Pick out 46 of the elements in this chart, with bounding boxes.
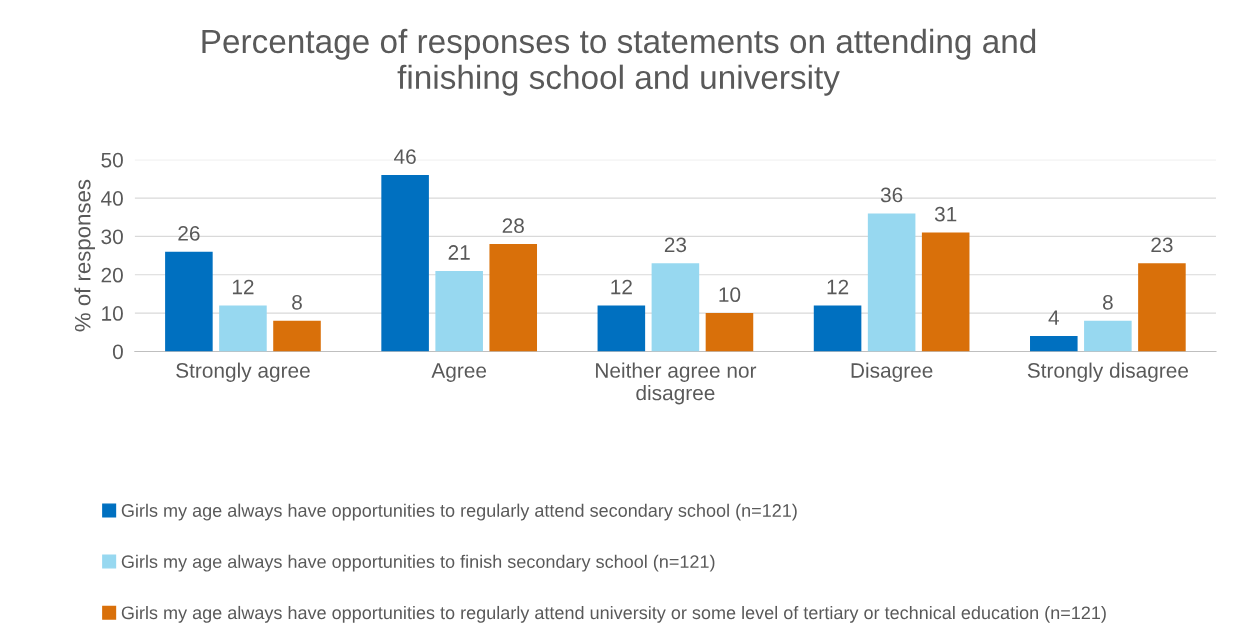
x-tick-label: Strongly disagree — [1027, 362, 1188, 382]
x-tick-label: Disagree — [851, 362, 933, 382]
bar — [651, 263, 700, 352]
legend-label: Girls my age always have opportunities to regularly attend secondary school (n=121) — [121, 503, 797, 521]
data-label: 12 — [232, 279, 254, 295]
x-tick-label: Neither agree nor disagree — [596, 362, 757, 405]
bar — [921, 232, 970, 352]
data-label: 26 — [178, 225, 200, 241]
x-tick-label: Strongly agree — [176, 362, 310, 382]
y-tick-label: 30 — [101, 229, 123, 245]
bar — [1138, 263, 1186, 352]
legend-label: Girls my age always have opportunities to regularly attend university or some level of tertiary or technical education (n=121) — [121, 605, 1106, 623]
data-label: 21 — [448, 245, 470, 260]
y-tick-label: 0 — [112, 344, 123, 360]
data-label: 31 — [934, 206, 957, 222]
y-axis-title: % of responses — [74, 179, 95, 332]
bar — [1030, 336, 1078, 352]
bar — [597, 305, 646, 352]
y-tick-label: 20 — [101, 267, 123, 283]
bar — [867, 213, 916, 352]
data-label: 10 — [719, 287, 741, 303]
bar — [165, 251, 213, 352]
data-label: 28 — [502, 218, 524, 234]
data-label: 46 — [394, 149, 416, 165]
bar — [435, 270, 483, 352]
data-label: 4 — [1048, 310, 1059, 325]
bar — [489, 244, 538, 352]
data-label: 12 — [827, 279, 849, 295]
y-tick-label: 40 — [101, 191, 123, 206]
bar — [273, 320, 321, 352]
data-label: 8 — [292, 294, 302, 310]
bar — [813, 305, 862, 352]
bar — [381, 175, 429, 352]
bar — [1084, 320, 1132, 352]
data-label: 12 — [611, 279, 632, 295]
chart-title: Percentage of responses to statements on attending and finishing school and university — [202, 28, 1036, 96]
y-tick-label: 50 — [101, 152, 123, 168]
data-label: 23 — [664, 237, 687, 253]
bar — [219, 305, 267, 352]
x-tick-label: Agree — [431, 363, 487, 382]
y-tick-label: 10 — [102, 306, 123, 321]
legend-label: Girls my age always have opportunities to finish secondary school (n=121) — [121, 554, 715, 572]
data-label: 36 — [880, 187, 903, 203]
data-label: 23 — [1151, 237, 1173, 253]
data-label: 8 — [1102, 294, 1113, 310]
bar — [705, 313, 754, 352]
